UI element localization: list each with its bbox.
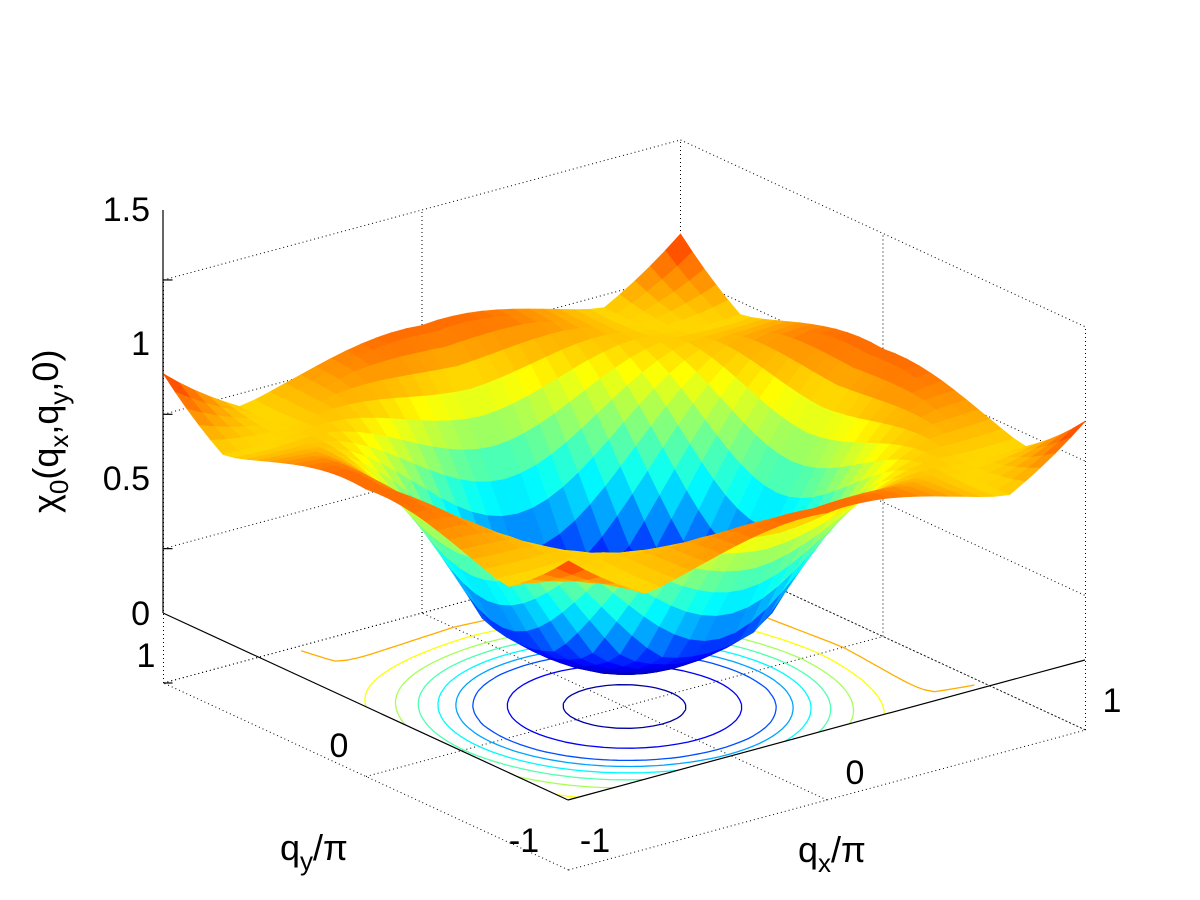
y-tick-labels: 1 0 -1 xyxy=(137,637,540,860)
surface-patch xyxy=(1058,420,1086,443)
z-tick-label: 1 xyxy=(131,325,150,363)
z-tick-label: 0.5 xyxy=(103,460,150,498)
y-tick-label: 0 xyxy=(330,727,349,765)
y-tick-label: 1 xyxy=(137,637,156,675)
surface-patch xyxy=(555,560,585,575)
x-tick-label: -1 xyxy=(580,822,610,860)
contour-line xyxy=(562,684,687,729)
contour-line xyxy=(506,664,743,749)
y-axis-line xyxy=(162,612,569,801)
x-tick-labels: -1 0 1 xyxy=(580,682,1122,860)
x-tick-label: 0 xyxy=(846,754,865,792)
y-tick-label: -1 xyxy=(509,822,539,860)
surface-mesh xyxy=(163,233,1086,676)
z-tick-label: 0 xyxy=(131,595,150,633)
x-tick-label: 1 xyxy=(1103,682,1122,720)
x-axis-line xyxy=(567,659,1086,801)
grid-line xyxy=(163,139,681,281)
grid-line xyxy=(680,139,1086,328)
z-tick-labels: 0 0.5 1 1.5 xyxy=(103,191,150,633)
x-axis-label: qx/π xyxy=(798,829,866,878)
axes-lines xyxy=(162,210,1086,801)
z-tick-label: 1.5 xyxy=(103,191,150,229)
y-axis-label: qy/π xyxy=(280,827,348,876)
z-axis-label: χ0(qx,qy,0) xyxy=(25,350,74,513)
tick-marks xyxy=(163,279,173,684)
